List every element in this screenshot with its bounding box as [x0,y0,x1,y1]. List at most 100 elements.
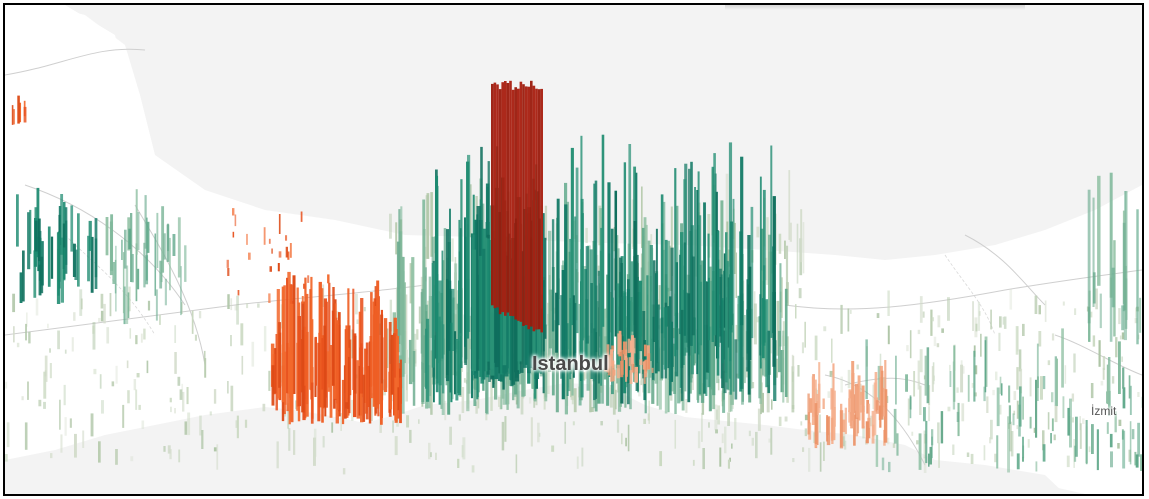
light-orange-density-bar [616,364,620,379]
pale-density-bar [213,447,217,452]
green-density-bar [1108,390,1111,410]
orange-density-bar [327,351,331,392]
orange-density-bar [301,296,304,304]
green-density-bar [131,254,134,283]
pale-density-bar [141,420,145,429]
green-density-bar [163,233,166,260]
pale-density-bar [719,447,722,467]
green-density-bar [154,233,157,296]
peak-red-bar [530,80,533,327]
pale-density-bar [1016,425,1019,430]
pale-density-bar [990,309,992,330]
orange-density-bar [278,322,282,388]
pale-density-bar [585,364,588,379]
pale-density-bar [126,360,129,369]
green-density-bar [1122,430,1126,469]
pale-density-bar [1089,311,1093,318]
pale-density-bar [640,317,643,386]
pale-density-bar [887,290,890,316]
pale-density-bar [960,360,963,366]
green-density-bar [544,237,547,339]
green-density-bar [423,275,426,336]
pale-density-bar [831,338,833,363]
green-density-bar [454,331,457,395]
map-canvas[interactable] [5,5,1142,494]
green-density-bar [758,316,762,399]
pale-density-bar [823,441,825,461]
green-density-bar [638,280,642,352]
pale-density-bar [147,300,151,311]
peak-red-bar [509,80,512,316]
green-density-bar [500,362,503,410]
pale-density-bar [73,312,76,321]
pale-density-bar [1117,443,1120,449]
green-density-bar [660,317,664,379]
green-density-bar [1037,376,1039,388]
green-density-bar [128,228,132,250]
pale-density-bar [127,390,130,404]
green-density-bar [560,295,563,379]
pale-density-bar [74,433,77,458]
green-density-bar [1122,367,1125,389]
green-density-bar [761,298,765,359]
pale-density-bar [789,222,792,242]
green-density-bar [905,374,908,392]
green-density-bar [47,226,51,287]
pale-density-bar [986,396,989,413]
green-density-bar [1106,422,1109,434]
pale-density-bar [751,437,754,446]
pale-density-bar [216,444,219,470]
land-northwest [5,5,135,145]
pale-density-bar [768,438,771,443]
green-density-bar [401,256,405,377]
pale-density-bar [449,426,452,445]
pale-density-bar [971,383,974,388]
green-density-bar [542,280,545,352]
green-density-bar [180,266,182,316]
green-density-bar [720,274,723,379]
pale-density-bar [1009,421,1012,452]
green-density-bar [1007,416,1010,473]
pale-density-bar [69,418,72,428]
green-density-bar [614,190,618,337]
green-density-bar [122,252,125,314]
light-orange-density-bar [881,370,884,420]
green-density-bar [1035,379,1038,438]
green-density-bar [1036,343,1039,401]
pale-density-bar [947,297,950,321]
light-orange-density-bar [884,360,887,407]
green-density-bar [1114,411,1117,433]
pale-density-bar [597,265,600,276]
orange-density-bar [287,271,291,394]
orange-density-bar [283,285,286,415]
pale-density-bar [181,302,183,314]
pale-density-bar [470,184,472,238]
pale-density-bar [1073,353,1076,373]
pale-density-bar [167,445,171,454]
green-density-bar [64,207,68,274]
pale-density-bar [392,420,394,433]
green-density-bar [424,267,427,351]
pale-density-bar [140,333,143,343]
pale-density-bar [528,397,532,404]
green-density-bar [727,277,730,348]
orange-density-bar [248,252,251,260]
green-density-bar [33,250,37,298]
pale-density-bar [842,436,845,447]
orange-density-bar [278,214,281,234]
pale-density-bar [795,304,797,319]
green-density-bar [555,297,559,413]
city-label-istanbul: Istanbul [532,353,609,375]
map-view[interactable]: Istanbul İzmit [3,3,1144,496]
pale-density-bar [840,376,843,393]
pale-density-bar [937,315,941,328]
pale-density-bar [840,304,843,334]
pale-density-bar [1092,335,1096,347]
pale-density-bar [530,417,533,447]
pale-density-bar [974,365,978,375]
green-density-bar [146,217,148,281]
orange-density-bar [341,379,345,425]
pale-density-bar [241,355,244,375]
green-density-bar [652,316,655,380]
orange-density-bar [232,231,235,238]
